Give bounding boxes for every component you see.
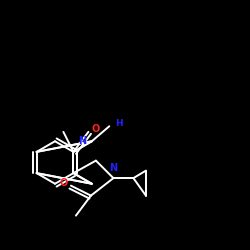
Text: N: N xyxy=(78,136,86,146)
Text: N: N xyxy=(109,163,118,173)
Text: O: O xyxy=(59,178,68,188)
Text: O: O xyxy=(92,124,100,134)
Text: H: H xyxy=(116,119,123,128)
